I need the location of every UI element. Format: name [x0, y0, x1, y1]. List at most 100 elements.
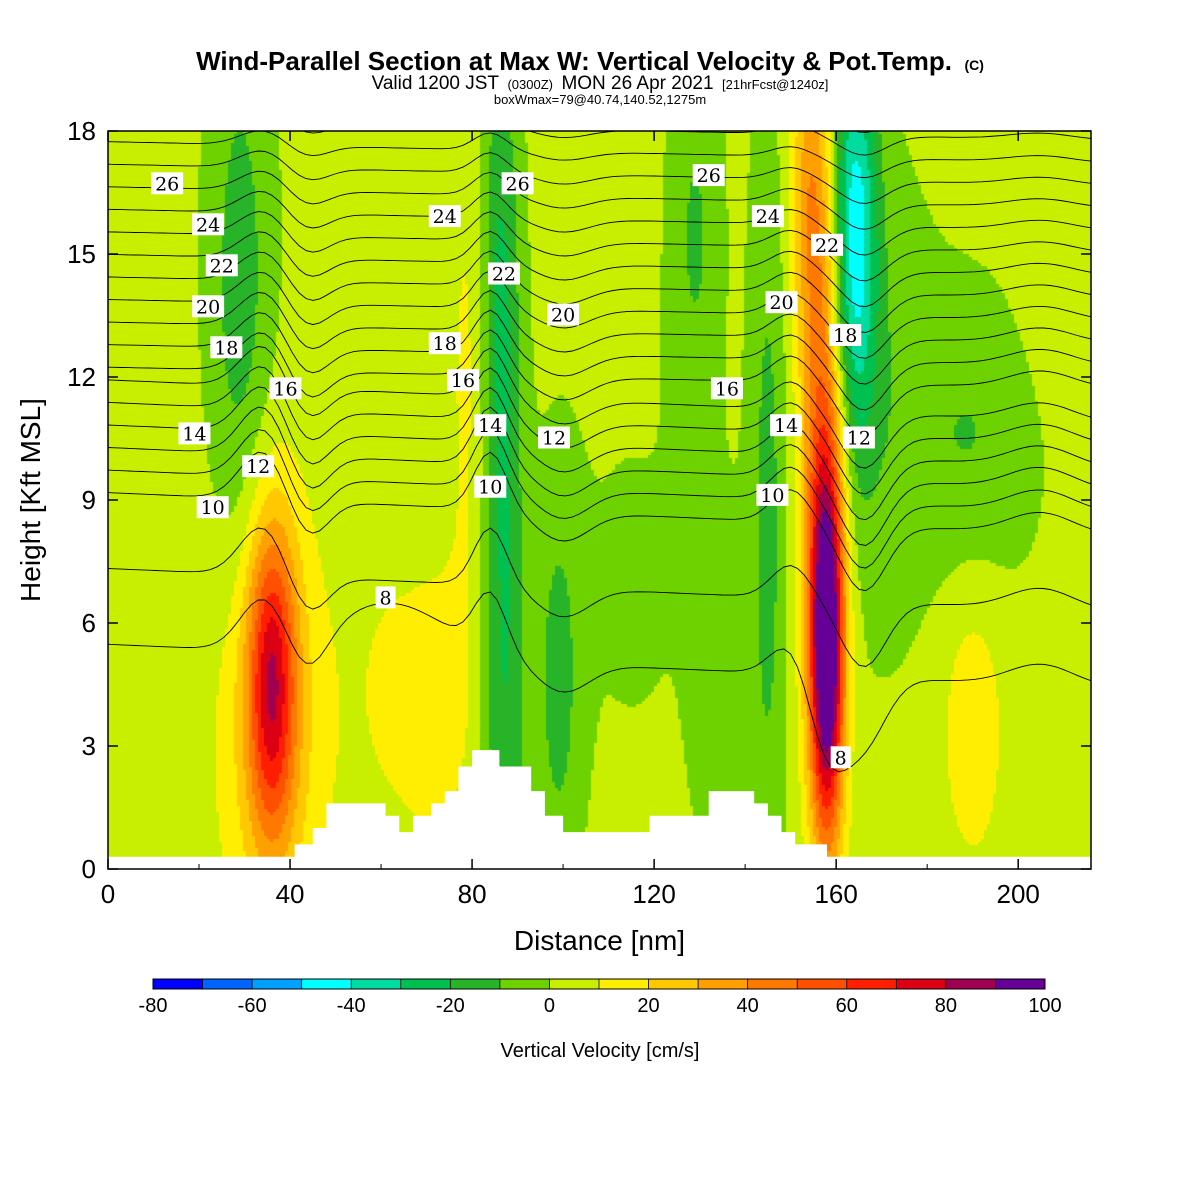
colorbar-swatch [549, 979, 600, 989]
theta-contour-line [108, 150, 1091, 204]
theta-contour-line [108, 211, 1091, 282]
theta-label-background [811, 233, 844, 256]
theta-label-background [210, 336, 243, 359]
theta-contour-line [108, 346, 1091, 469]
theta-label-background [830, 746, 851, 769]
theta-label: 12 [542, 428, 566, 450]
theta-label: 10 [478, 477, 502, 499]
theta-label: 10 [201, 497, 225, 519]
chart-title: Wind-Parallel Section at Max W: Vertical… [196, 46, 984, 76]
theta-label-background [770, 414, 803, 437]
theta-label-background [756, 483, 789, 506]
theta-label: 14 [478, 415, 502, 437]
theta-label-background [692, 164, 725, 187]
theta-label: 20 [769, 292, 793, 314]
theta-label: 26 [155, 173, 179, 195]
theta-label: 12 [847, 428, 871, 450]
box-wmax-line: boxWmax=79@40.74,140.52,1275m [494, 92, 706, 107]
theta-label: 20 [196, 296, 220, 318]
theta-label-background [428, 332, 461, 355]
colorbar-tick-label: 100 [1028, 995, 1061, 1017]
colorbar-swatch [797, 979, 848, 989]
theta-label: 8 [380, 587, 392, 609]
colorbar-swatch [846, 979, 897, 989]
colorbar-swatch [202, 979, 253, 989]
theta-label: 18 [433, 333, 457, 355]
colorbar-swatch [450, 979, 501, 989]
theta-label-background [547, 303, 580, 326]
colorbar-tick-label: -20 [436, 995, 465, 1017]
colorbar-tick-label: -80 [139, 995, 168, 1017]
theta-contour-line [108, 170, 1091, 230]
theta-label: 22 [210, 255, 234, 277]
theta-label: 26 [697, 165, 721, 187]
theta-contour-line [108, 309, 1091, 411]
theta-contour-line [108, 190, 1091, 256]
colorbar-tick-label: 40 [737, 995, 759, 1017]
theta-contour-line [108, 591, 1091, 773]
colorbar-tick-label: 80 [935, 995, 957, 1017]
theta-label-background [474, 414, 507, 437]
theta-label-background [710, 377, 743, 400]
valid-time-line: Valid 1200 JST (0300Z) MON 26 Apr 2021 [… [372, 73, 829, 94]
theta-label-background [196, 496, 229, 519]
colorbar-swatch [648, 979, 699, 989]
x-tick-label: 200 [996, 879, 1039, 909]
y-tick-label: 9 [82, 485, 96, 515]
theta-contour-labels: 26 24 22 20 18 16 14 12 10 8 24 26 22 20 18 16 14 12 10 26 2… [151, 164, 875, 769]
theta-label-background [242, 455, 275, 478]
x-tick-label: 40 [276, 879, 305, 909]
colorbar-swatch [896, 979, 947, 989]
theta-label-background [751, 205, 784, 228]
plot-area: 26 24 22 20 18 16 14 12 10 8 24 26 22 20 18 16 14 12 10 26 2… [108, 131, 1091, 869]
x-tick-label: 160 [814, 879, 857, 909]
colorbar-tick-label: -40 [337, 995, 366, 1017]
theta-contour-line [108, 289, 1091, 385]
colorbar-frame [152, 978, 1046, 990]
x-tick-label: 120 [632, 879, 675, 909]
theta-contour-line [108, 131, 1091, 179]
colorbar-swatch [995, 979, 1046, 989]
theta-label: 20 [551, 305, 575, 327]
colorbar-tick-label: 0 [544, 995, 555, 1017]
theta-label: 26 [505, 173, 529, 195]
colorbar-swatch [153, 979, 204, 989]
theta-label-background [537, 426, 570, 449]
y-axis-title: Height [Kft MSL] [15, 398, 46, 602]
theta-label-background [178, 422, 211, 445]
theta-label: 14 [774, 415, 798, 437]
axes: 0 40 80 120 160 200 0 3 6 9 12 15 18 Distance [nm] Hei… [15, 116, 1092, 956]
colorbar-swatch [499, 979, 550, 989]
theta-label-background [192, 295, 225, 318]
theta-contour-line [108, 329, 1091, 437]
y-tick-label: 15 [67, 239, 96, 269]
theta-contour-line [108, 406, 1091, 546]
theta-label-background [428, 205, 461, 228]
theta-label: 24 [196, 214, 220, 236]
theta-label-background [765, 291, 798, 314]
theta-label: 16 [451, 370, 475, 392]
colorbar: -80 -60 -40 -20 0 20 40 60 80 100 Vertical Velocit… [139, 978, 1062, 1062]
theta-contour-line [302, 131, 1091, 156]
colorbar-tick-label: -60 [238, 995, 267, 1017]
x-axis-title: Distance [nm] [514, 925, 685, 956]
x-tick-label: 0 [101, 879, 115, 909]
chart-titles: Wind-Parallel Section at Max W: Vertical… [196, 46, 984, 107]
theta-label-background [501, 172, 534, 195]
theta-contour-line [108, 270, 1091, 359]
theta-label: 16 [715, 378, 739, 400]
colorbar-swatch [698, 979, 749, 989]
theta-contour-line [108, 250, 1091, 333]
theta-label: 24 [756, 206, 780, 228]
theta-label-background [474, 475, 507, 498]
colorbar-swatch [400, 979, 451, 989]
theta-label: 12 [246, 456, 270, 478]
colorbar-swatch [599, 979, 650, 989]
theta-label-background [192, 213, 225, 236]
theta-label-background [269, 377, 302, 400]
theta-label: 18 [214, 337, 238, 359]
terrain [108, 750, 1091, 869]
theta-contour-line [108, 366, 1091, 495]
theta-contour-line [108, 527, 1091, 667]
